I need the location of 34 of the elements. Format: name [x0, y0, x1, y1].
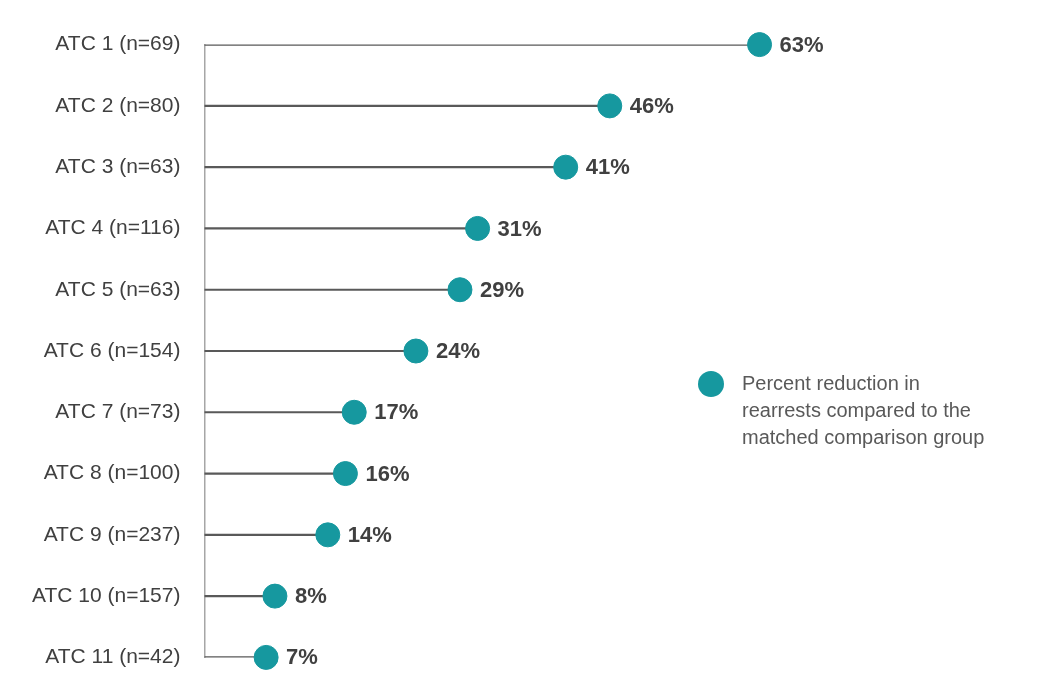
point	[747, 32, 773, 58]
point	[262, 583, 288, 609]
point	[447, 277, 473, 303]
legend-label: Percent reduction in rearrests compared to the matched comparison group	[742, 371, 986, 450]
y-tick-label: ATC 6 (n=154)	[43, 337, 181, 361]
y-tick-label: ATC 4 (n=116)	[45, 215, 181, 239]
data-label: 17%	[374, 399, 419, 425]
data-label: 31%	[497, 215, 542, 241]
data-label: 14%	[347, 521, 392, 547]
point	[465, 215, 491, 241]
point	[403, 338, 429, 364]
y-tick-label: ATC 10 (n=157)	[32, 582, 181, 606]
point	[253, 644, 279, 670]
data-label: 63%	[779, 31, 824, 57]
data-label: 41%	[585, 154, 630, 180]
point	[332, 461, 358, 487]
data-label: 46%	[629, 92, 674, 118]
y-tick-label: ATC 8 (n=100)	[43, 460, 181, 484]
y-tick-label: ATC 9 (n=237)	[43, 521, 181, 545]
y-tick-label: ATC 2 (n=80)	[55, 92, 181, 116]
y-tick-label: ATC 5 (n=63)	[55, 276, 181, 300]
y-tick-label: ATC 1 (n=69)	[55, 31, 181, 55]
data-label: 16%	[365, 460, 410, 486]
data-label: 29%	[479, 276, 525, 302]
y-tick-label: ATC 11 (n=42)	[45, 644, 181, 668]
point	[341, 399, 367, 425]
point	[315, 522, 341, 548]
data-label: 8%	[294, 583, 327, 609]
point	[597, 93, 623, 119]
point	[553, 154, 579, 180]
data-label: 7%	[286, 644, 318, 670]
y-tick-label: ATC 7 (n=73)	[55, 399, 181, 423]
data-label: 24%	[435, 338, 480, 364]
y-tick-label: ATC 3 (n=63)	[55, 153, 181, 177]
